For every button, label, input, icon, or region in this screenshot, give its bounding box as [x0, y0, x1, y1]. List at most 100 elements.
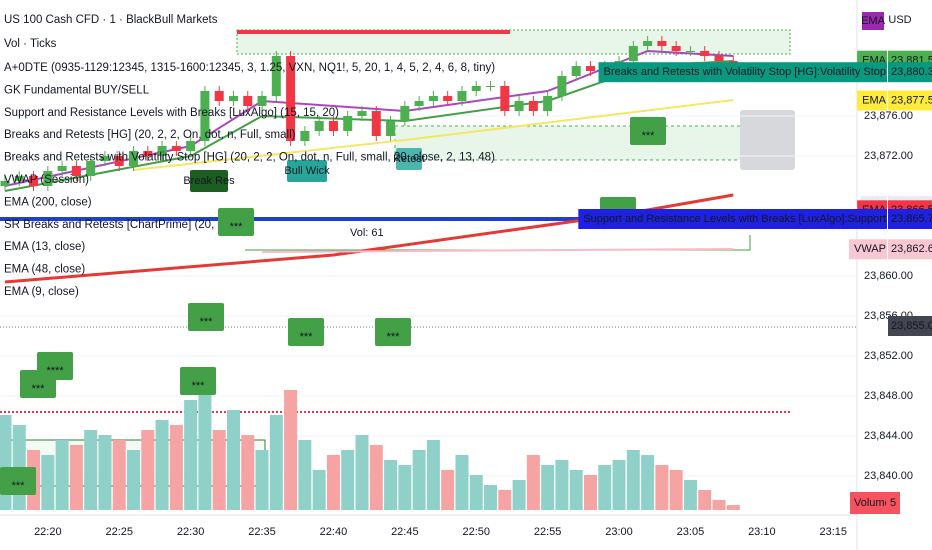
signal-label: ***	[12, 480, 26, 492]
candle-body	[543, 96, 553, 111]
indicator-legend: A+0DTE (0935-1129:12345, 1315-1600:12345…	[4, 62, 495, 74]
candle-body	[171, 146, 181, 151]
volume-bar	[683, 480, 697, 510]
volume-bar	[512, 480, 526, 510]
volume-bar	[484, 485, 498, 510]
candle-body	[571, 66, 581, 76]
candle-body	[29, 176, 39, 186]
candle-body	[243, 96, 253, 106]
volume-bar	[469, 475, 483, 510]
candle-body	[386, 121, 396, 136]
price-label-box	[888, 316, 932, 336]
candle-body	[643, 41, 653, 46]
candle-body	[271, 56, 281, 96]
price-label-name: Breaks and Retests with Volatility Stop …	[604, 66, 886, 78]
annotation: Break Res	[183, 175, 235, 187]
signal-badge	[0, 467, 36, 495]
candle-body	[400, 106, 410, 121]
candle-body	[257, 96, 267, 106]
volume-bar	[127, 450, 141, 510]
x-tick-label: 23:05	[677, 526, 705, 538]
indicator-legend: EMA (48, close)	[4, 264, 85, 276]
volume-bar	[255, 450, 269, 510]
volume-bar	[498, 490, 512, 510]
signal-label: ***	[32, 383, 46, 395]
candle-body	[328, 121, 338, 131]
price-label-name: VWAP	[854, 243, 886, 255]
candle-body	[300, 131, 310, 141]
candle-body	[43, 171, 53, 186]
candle-body	[528, 101, 538, 111]
volume-bar	[698, 490, 712, 510]
plot	[0, 36, 857, 510]
candle-body	[143, 151, 153, 156]
indicator-legend: VWAP (Session)	[4, 174, 89, 186]
candle-body	[500, 86, 510, 111]
candle-body	[371, 111, 381, 136]
overlay-line	[133, 99, 734, 171]
candle-body	[457, 91, 467, 101]
volume-bar	[541, 465, 555, 510]
x-tick-label: 22:30	[177, 526, 205, 538]
volume-bar	[555, 460, 569, 510]
candle-body	[343, 116, 353, 131]
signal-label: ***	[192, 380, 206, 392]
volume-bar	[312, 470, 326, 510]
volume-bar	[726, 505, 740, 510]
candle-body	[129, 151, 139, 166]
price-label-box	[888, 90, 932, 111]
volume-bar	[141, 430, 155, 510]
candle-body	[428, 96, 438, 101]
signal-label: ****	[46, 365, 64, 377]
candle-body	[628, 46, 638, 61]
indicator-legend: EMA (200, close)	[4, 196, 92, 208]
annotation-box	[396, 148, 422, 170]
currency: USD	[888, 14, 911, 26]
candle-body	[657, 41, 667, 46]
volume-bar	[112, 440, 126, 510]
volume-bar	[455, 455, 469, 510]
zone-outline	[245, 235, 751, 251]
volume-bar	[612, 460, 626, 510]
volume-bar	[355, 435, 369, 510]
volume-bar	[241, 435, 255, 510]
price-label-box	[888, 239, 932, 260]
signal-badge	[288, 318, 324, 346]
price-label-name: EMA	[862, 55, 887, 67]
candle-body	[86, 161, 96, 176]
volume-bar	[441, 470, 455, 510]
price-label-box	[888, 62, 932, 83]
volume-bar	[169, 425, 183, 510]
volume-bar	[626, 450, 640, 510]
x-tick-label: 22:35	[248, 526, 276, 538]
x-tick-label: 22:40	[320, 526, 348, 538]
candle-body	[585, 66, 595, 71]
overlay-line	[262, 248, 734, 253]
volume-bar	[98, 435, 112, 510]
volume-bar	[712, 500, 726, 510]
subtitle: Vol · Ticks	[4, 38, 57, 50]
zone-box	[394, 125, 751, 161]
volume-bar	[641, 455, 655, 510]
candle-body	[286, 56, 296, 141]
candle-body	[71, 166, 81, 176]
overlay-line	[4, 193, 734, 284]
candle-body	[0, 181, 10, 186]
x-tick-label: 22:55	[534, 526, 562, 538]
candle-body	[200, 91, 210, 141]
annotation-box	[190, 170, 228, 192]
price-label-name-box	[598, 62, 887, 83]
volume-bar	[341, 450, 355, 510]
volume-bar	[155, 420, 169, 510]
annotation: Vol: 61	[350, 227, 384, 239]
x-tick-label: 22:20	[34, 526, 62, 538]
signal-label: ***	[230, 221, 244, 233]
volume-bar	[212, 430, 226, 510]
candle-body	[357, 111, 367, 116]
signal-badge	[180, 367, 216, 395]
candle-body	[557, 76, 567, 96]
signal-badge	[218, 208, 254, 236]
volume-bar	[226, 410, 240, 510]
y-tick-label: 23,860.00	[864, 270, 913, 282]
signal-label: ***	[642, 130, 656, 142]
